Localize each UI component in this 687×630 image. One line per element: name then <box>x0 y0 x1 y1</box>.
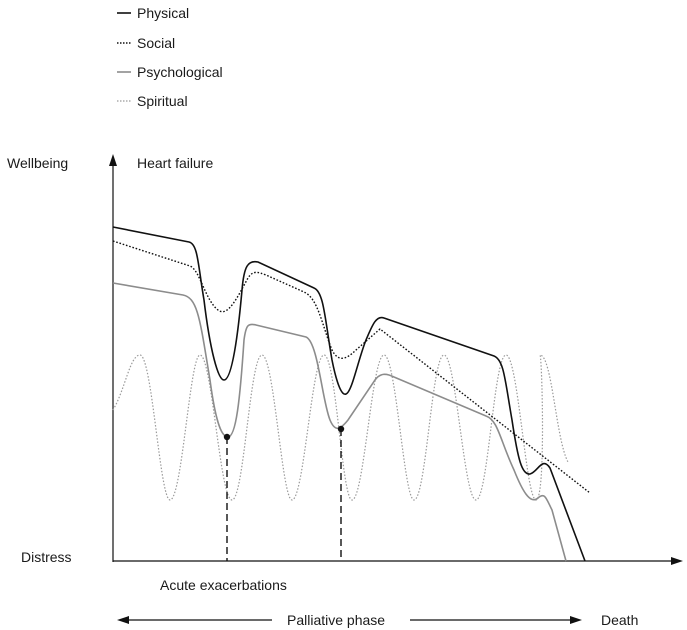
legend-label-social: Social <box>137 35 175 51</box>
series-social-line <box>112 240 591 494</box>
palliative-phase-arrow: Palliative phase <box>117 612 582 628</box>
annotation-acute-exacerbations: Acute exacerbations <box>160 577 287 593</box>
death-label: Death <box>601 612 638 628</box>
exacerbation-markers <box>223 425 345 561</box>
palliative-phase-label: Palliative phase <box>287 612 385 628</box>
legend-item-psychological: Psychological <box>117 64 223 80</box>
legend-label-physical: Physical <box>137 5 189 21</box>
series-psychological-line <box>112 282 567 562</box>
series-spiritual-line <box>112 354 569 501</box>
exacerbation-marker-1-dot <box>223 433 231 441</box>
series-physical-line <box>112 226 586 562</box>
exacerbation-marker-2-dot <box>337 425 345 433</box>
y-axis-label-wellbeing: Wellbeing <box>7 155 68 171</box>
y-axis-arrowhead <box>109 154 117 166</box>
palliative-arrow-right-head <box>570 616 582 624</box>
y-axis-label-distress: Distress <box>21 549 72 565</box>
legend-item-spiritual: Spiritual <box>117 93 188 109</box>
chart-title: Heart failure <box>137 155 213 171</box>
x-axis-arrowhead <box>671 557 683 565</box>
legend-label-spiritual: Spiritual <box>137 93 188 109</box>
legend-label-psychological: Psychological <box>137 64 223 80</box>
axes <box>109 154 683 565</box>
legend-item-social: Social <box>117 35 175 51</box>
legend-item-physical: Physical <box>117 5 189 21</box>
palliative-arrow-left-head <box>117 616 129 624</box>
legend: Physical Social Psychological Spiritual <box>117 5 223 109</box>
